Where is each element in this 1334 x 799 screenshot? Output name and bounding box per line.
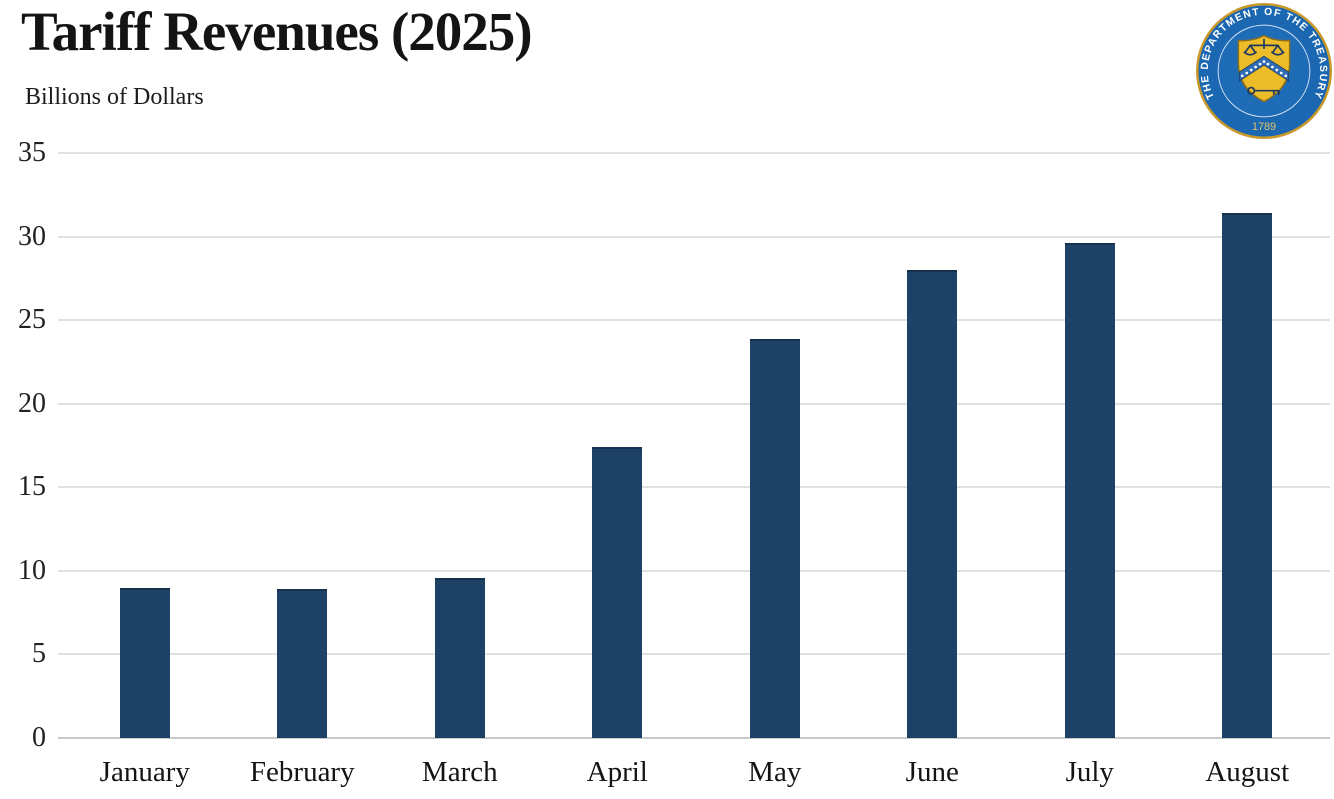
seal-shield xyxy=(1237,34,1291,103)
bar-february xyxy=(277,589,328,738)
bar-june xyxy=(907,270,958,738)
gridline-y-35 xyxy=(58,152,1330,154)
treasury-key-icon xyxy=(1247,86,1280,96)
page-title: Tariff Revenues (2025) xyxy=(21,1,533,62)
x-axis-label-july: July xyxy=(1065,756,1114,788)
x-axis-label-february: February xyxy=(249,756,355,788)
y-axis-tick-35: 35 xyxy=(18,137,46,168)
gridline-y-15 xyxy=(58,486,1330,489)
bar-may xyxy=(749,338,800,738)
y-axis-tick-15: 15 xyxy=(18,471,46,503)
x-axis-label-may: May xyxy=(748,756,802,788)
y-axis-tick-5: 5 xyxy=(32,638,46,670)
gridline-y-10 xyxy=(58,569,1330,572)
x-axis-label-january: January xyxy=(99,756,190,788)
y-axis-tick-20: 20 xyxy=(18,387,46,419)
gridline-y-25 xyxy=(58,319,1330,322)
y-axis-tick-0: 0 xyxy=(32,722,46,753)
bar-august xyxy=(1222,213,1273,738)
gridline-y-20 xyxy=(58,402,1330,405)
bar-july xyxy=(1064,243,1115,738)
bar-april xyxy=(592,447,643,738)
chevron-stars xyxy=(1240,60,1288,78)
bar-march xyxy=(434,577,485,738)
x-axis-label-march: March xyxy=(421,756,498,788)
x-axis-label-april: April xyxy=(586,756,648,788)
seal-year-text: 1789 xyxy=(1252,121,1276,133)
bar-january xyxy=(119,587,170,738)
gridline-y-0 xyxy=(58,737,1330,739)
x-axis-label-june: June xyxy=(905,756,959,788)
gridline-y-30 xyxy=(58,235,1330,238)
x-axis-label-august: August xyxy=(1205,756,1290,788)
gridline-y-5 xyxy=(58,653,1330,656)
y-axis-tick-25: 25 xyxy=(18,304,46,336)
scales-of-justice-icon xyxy=(1243,38,1285,56)
treasury-seal-logo: THE DEPARTMENT OF THE TREASURY 1789 xyxy=(1195,2,1333,140)
axis-unit-label: Billions of Dollars xyxy=(25,84,204,110)
y-axis-tick-30: 30 xyxy=(18,220,46,252)
y-axis-tick-10: 10 xyxy=(18,554,46,586)
